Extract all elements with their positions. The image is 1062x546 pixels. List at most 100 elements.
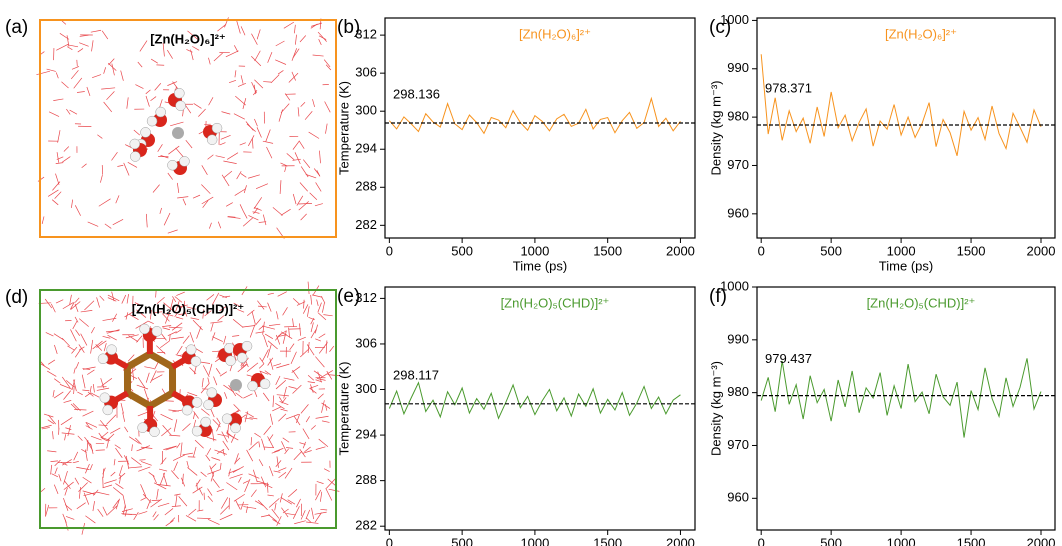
solvent-water <box>100 431 109 439</box>
solvent-water <box>122 504 126 515</box>
solvent-water <box>269 466 274 477</box>
solvent-water <box>287 499 296 505</box>
hydrogen <box>97 353 109 365</box>
solvent-water <box>282 508 289 514</box>
solvent-water <box>323 59 331 68</box>
solvent-water <box>193 411 199 419</box>
solvent-water <box>174 296 183 303</box>
x-tick-label: 2000 <box>1027 243 1056 258</box>
solvent-water <box>314 512 322 523</box>
solvent-water <box>240 75 244 84</box>
x-tick-label: 0 <box>758 243 765 258</box>
solvent-water <box>293 451 303 461</box>
hydrogen <box>99 392 111 403</box>
solvent-water <box>45 504 50 517</box>
solvent-water <box>280 162 288 167</box>
solvent-water <box>307 381 316 384</box>
solvent-water <box>228 384 237 397</box>
solvent-water <box>267 302 272 312</box>
solvent-water <box>247 174 260 179</box>
solvent-water <box>47 419 55 425</box>
solvent-water <box>289 343 295 351</box>
solvent-water <box>202 309 205 319</box>
solvent-water <box>140 497 147 501</box>
solvent-water <box>252 211 260 214</box>
solvent-water <box>240 501 244 510</box>
solvent-water <box>82 490 96 495</box>
solvent-water <box>118 472 126 479</box>
solvent-water <box>136 309 147 318</box>
solvent-water <box>135 437 142 445</box>
solvent-water <box>285 413 299 420</box>
solvent-water <box>110 471 116 477</box>
y-tick-label: 970 <box>727 157 749 172</box>
solvent-water <box>182 305 188 317</box>
hydrogen <box>191 425 203 437</box>
hydrogen <box>151 326 163 337</box>
hydrogen <box>106 344 117 355</box>
solvent-water <box>150 498 162 508</box>
solvent-water <box>136 384 149 390</box>
solvent-water <box>221 431 228 443</box>
solvent-water <box>160 413 173 421</box>
solvent-water <box>160 154 169 159</box>
solvent-water <box>66 46 73 51</box>
solvent-water <box>284 467 293 479</box>
panel-label: (b) <box>337 17 360 38</box>
solvent-water <box>96 340 107 348</box>
solvent-water <box>252 90 258 96</box>
solvent-water <box>124 426 129 433</box>
solvent-water <box>91 326 95 334</box>
solvent-water <box>93 489 99 496</box>
solvent-water <box>145 372 150 383</box>
solvent-water <box>178 496 188 507</box>
solvent-water <box>102 467 106 475</box>
solvent-water <box>328 488 340 492</box>
solvent-water <box>216 417 221 425</box>
solvent-water <box>164 311 171 324</box>
snapshot-title: [Zn(H₂O)₅(CHD)]²⁺ <box>132 301 244 316</box>
solvent-water <box>185 139 193 149</box>
solvent-water <box>80 310 93 313</box>
x-tick-label: 1000 <box>887 535 916 546</box>
solvent-water <box>312 54 324 57</box>
solvent-water <box>281 441 287 452</box>
solvent-water <box>96 491 110 496</box>
solvent-water <box>78 486 81 499</box>
solvent-water <box>326 370 333 380</box>
x-tick-label: 0 <box>386 535 393 546</box>
solvent-water <box>153 514 159 521</box>
solvent-water <box>157 144 163 152</box>
solvent-water <box>248 215 259 221</box>
solvent-water <box>70 301 81 310</box>
y-tick-label: 980 <box>727 109 749 124</box>
solvent-water <box>44 298 53 309</box>
solvent-water <box>247 309 255 317</box>
x-tick-label: 500 <box>451 535 473 546</box>
solvent-water <box>220 497 229 509</box>
solvent-water <box>230 434 236 443</box>
x-axis-label: Time (ps) <box>513 258 567 273</box>
solvent-water <box>298 140 305 149</box>
y-tick-label: 312 <box>355 290 377 305</box>
solvent-water <box>221 174 230 187</box>
solvent-water <box>286 447 294 449</box>
solvent-water <box>320 491 323 502</box>
solvent-water <box>276 516 282 526</box>
solvent-water <box>184 104 192 114</box>
solvent-water <box>160 457 167 465</box>
solvent-water <box>315 415 329 419</box>
solvent-water <box>254 500 264 507</box>
x-tick-label: 0 <box>758 535 765 546</box>
x-tick-label: 500 <box>451 243 473 258</box>
solvent-water <box>90 392 100 398</box>
series-label: [Zn(H₂O)₆]²⁺ <box>885 26 957 41</box>
hydrogen <box>167 159 178 171</box>
solvent-water <box>262 140 274 144</box>
solvent-water <box>243 211 248 219</box>
solvent-water <box>272 395 275 408</box>
solvent-water <box>48 111 60 117</box>
solvent-water <box>225 202 233 207</box>
solvent-water <box>263 446 274 449</box>
solvent-water <box>212 478 220 488</box>
